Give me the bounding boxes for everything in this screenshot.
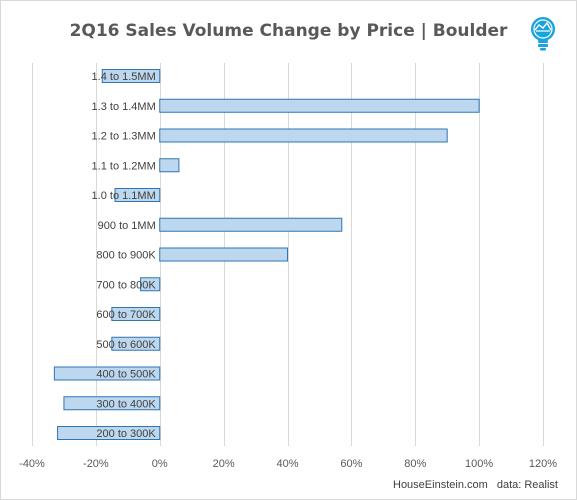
x-tick-label: 100% <box>465 458 493 470</box>
x-tick-label: 120% <box>529 458 557 470</box>
category-label: 1.0 to 1.1MM <box>92 190 156 202</box>
category-label: 500 to 600K <box>96 339 156 351</box>
footer-site: HouseEinstein.com <box>393 479 488 491</box>
x-tick-label: -20% <box>83 458 109 470</box>
bar <box>159 158 180 173</box>
category-label: 1.1 to 1.2MM <box>92 160 156 172</box>
category-label: 1.4 to 1.5MM <box>92 71 156 83</box>
bars <box>53 69 480 440</box>
x-tick-label: -40% <box>19 458 45 470</box>
footer: HouseEinstein.com data: Realist <box>393 479 558 491</box>
bar <box>53 366 161 381</box>
chart-title: 2Q16 Sales Volume Change by Price | Boul… <box>69 21 508 41</box>
bar <box>159 128 448 143</box>
bar <box>159 217 343 232</box>
bar <box>101 69 161 83</box>
bar <box>159 98 480 113</box>
gridlines <box>32 63 544 446</box>
category-label: 700 to 800K <box>96 279 156 291</box>
category-label: 1.2 to 1.3MM <box>92 131 156 143</box>
x-tick-label: 80% <box>404 458 426 470</box>
category-label: 900 to 1MM <box>98 220 156 232</box>
x-tick-label: 0% <box>152 458 168 470</box>
lightbulb-logo-icon <box>531 17 555 51</box>
category-label: 400 to 500K <box>96 369 156 381</box>
bar <box>114 188 161 202</box>
x-tick-label: 40% <box>276 458 298 470</box>
category-label: 300 to 400K <box>96 398 156 410</box>
category-label: 600 to 700K <box>96 309 156 321</box>
category-labels: 1.4 to 1.5MM 1.3 to 1.4MM 1.2 to 1.3MM 1.1 … <box>92 71 157 440</box>
category-label: 800 to 900K <box>96 250 156 262</box>
footer-source: data: Realist <box>496 479 558 491</box>
bar <box>57 426 161 440</box>
category-label: 1.3 to 1.4MM <box>92 101 156 113</box>
bar <box>159 247 288 262</box>
bar <box>111 336 161 351</box>
bar <box>63 396 161 411</box>
x-axis-tick-labels: -40% -20% 0% 20% 40% 60% 80% 100% 120% <box>19 458 557 470</box>
bar <box>111 307 161 321</box>
x-tick-label: 60% <box>340 458 362 470</box>
x-tick-label: 20% <box>213 458 235 470</box>
bar <box>140 277 161 292</box>
category-label: 200 to 300K <box>96 428 156 440</box>
